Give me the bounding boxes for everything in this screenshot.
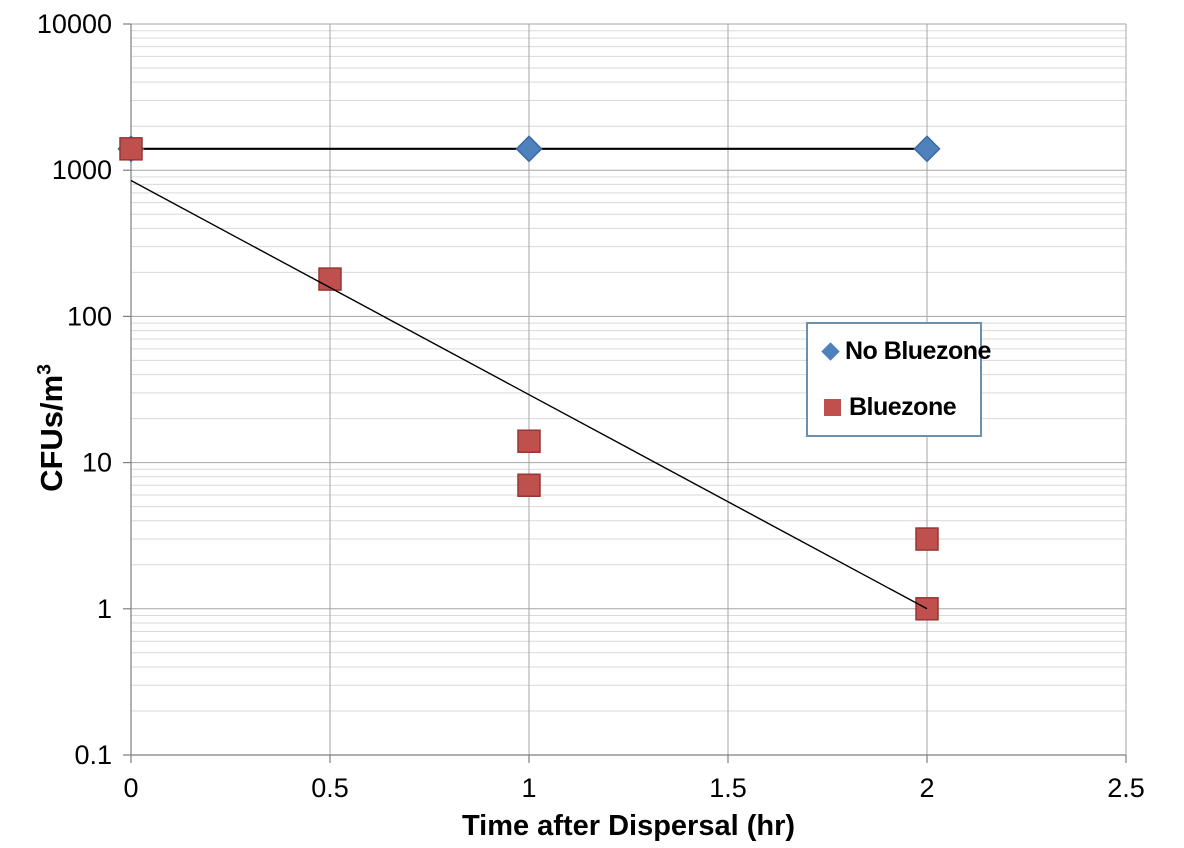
y-axis-title: CFUs/m3: [34, 364, 70, 492]
x-axis-title: Time after Dispersal (hr): [461, 810, 796, 842]
legend: No Bluezone Bluezone: [806, 322, 991, 437]
marker-diamond: [913, 135, 941, 163]
y-tick-label: 100: [67, 301, 112, 331]
marker-diamond: [515, 135, 543, 163]
diamond-marker-icon: [821, 341, 840, 361]
legend-entry-bluezone: Bluezone: [808, 393, 980, 421]
y-tick-label: 1000: [52, 155, 112, 185]
marker-square: [915, 527, 939, 551]
legend-label-no-bluezone: No Bluezone: [845, 336, 991, 365]
legend-entry-no-bluezone: No Bluezone: [808, 337, 991, 365]
marker-square: [318, 267, 342, 291]
x-tick-label: 1: [521, 773, 536, 803]
marker-square: [119, 137, 143, 161]
trendline: [130, 179, 928, 610]
marker-square: [517, 429, 541, 453]
y-axis-title-text: CFUs/m: [34, 374, 69, 492]
y-tick-label: 10000: [37, 9, 112, 39]
x-tick-label: 0.5: [311, 773, 349, 803]
square-marker-icon: [824, 398, 841, 416]
x-tick-label: 2: [919, 773, 934, 803]
y-axis-title-superscript: 3: [34, 364, 56, 375]
y-tick-label: 10: [82, 448, 112, 478]
y-tick-label: 1: [97, 594, 112, 624]
x-tick-label: 1.5: [709, 773, 747, 803]
y-tick-label: 0.1: [74, 740, 112, 770]
x-tick-label: 0: [123, 773, 138, 803]
legend-label-bluezone: Bluezone: [849, 392, 957, 421]
marker-square: [517, 473, 541, 497]
x-tick-label: 2.5: [1107, 773, 1145, 803]
